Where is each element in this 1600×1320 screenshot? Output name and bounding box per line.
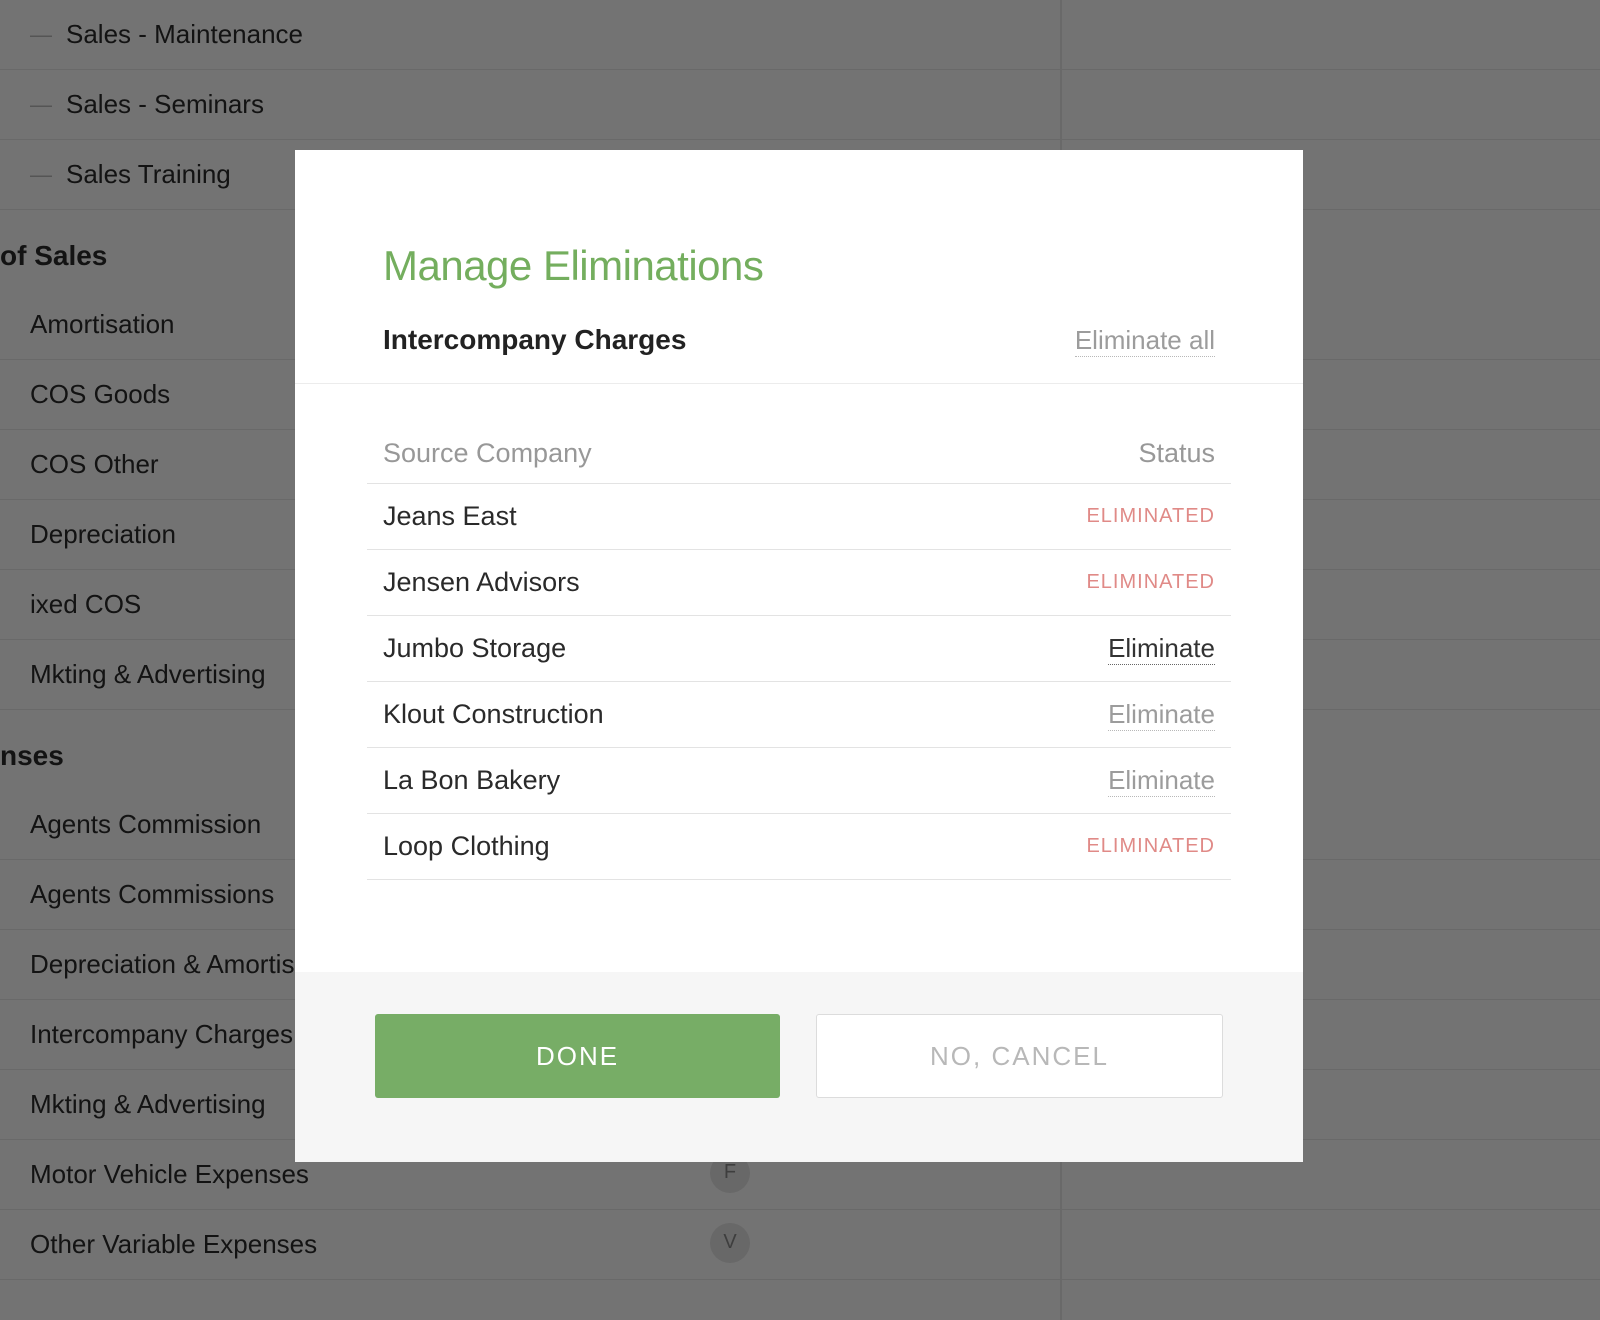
modal-header: Manage Eliminations — [295, 150, 1303, 324]
company-row: La Bon Bakery Eliminate — [367, 748, 1231, 814]
company-name: Klout Construction — [383, 699, 604, 730]
company-name: La Bon Bakery — [383, 765, 560, 796]
company-name: Loop Clothing — [383, 831, 550, 862]
column-header-status: Status — [1138, 438, 1215, 469]
status-eliminated: ELIMINATED — [1086, 571, 1215, 594]
company-row: Loop Clothing ELIMINATED — [367, 814, 1231, 880]
modal-title: Manage Eliminations — [383, 242, 1215, 290]
column-header-source: Source Company — [383, 438, 592, 469]
modal-subheader: Intercompany Charges Eliminate all — [295, 324, 1303, 384]
eliminate-all-link[interactable]: Eliminate all — [1075, 325, 1215, 357]
done-button[interactable]: DONE — [375, 1014, 780, 1098]
status-eliminated: ELIMINATED — [1086, 505, 1215, 528]
company-row: Jensen Advisors ELIMINATED — [367, 550, 1231, 616]
company-name: Jumbo Storage — [383, 633, 566, 664]
status-eliminated: ELIMINATED — [1086, 835, 1215, 858]
manage-eliminations-modal: Manage Eliminations Intercompany Charges… — [295, 150, 1303, 1162]
modal-footer: DONE NO, CANCEL — [295, 972, 1303, 1162]
eliminate-action[interactable]: Eliminate — [1108, 633, 1215, 665]
account-name: Intercompany Charges — [383, 324, 686, 356]
company-name: Jeans East — [383, 501, 517, 532]
eliminate-action[interactable]: Eliminate — [1108, 765, 1215, 797]
list-fade — [295, 948, 1303, 972]
company-name: Jensen Advisors — [383, 567, 580, 598]
company-row: Jeans East ELIMINATED — [367, 484, 1231, 550]
cancel-button[interactable]: NO, CANCEL — [816, 1014, 1223, 1098]
modal-body: Source Company Status Jeans East ELIMINAT… — [295, 384, 1303, 972]
eliminate-action[interactable]: Eliminate — [1108, 699, 1215, 731]
table-header: Source Company Status — [367, 438, 1231, 484]
company-row: Jumbo Storage Eliminate — [367, 616, 1231, 682]
company-row: Klout Construction Eliminate — [367, 682, 1231, 748]
